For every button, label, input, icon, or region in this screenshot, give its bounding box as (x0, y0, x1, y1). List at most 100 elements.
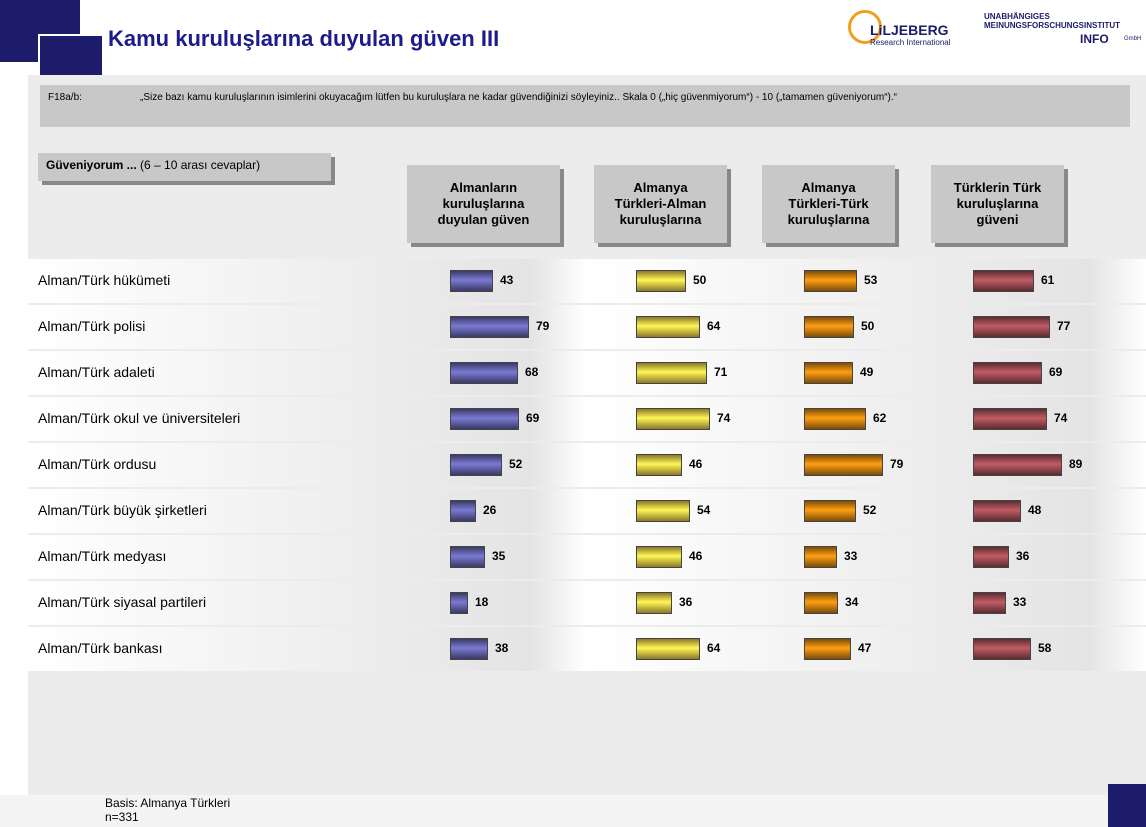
bar (636, 454, 682, 476)
bar (636, 362, 707, 384)
logo2-brand: INFO (1080, 32, 1109, 46)
bar (973, 500, 1021, 522)
bar (636, 316, 700, 338)
row-band (28, 443, 1146, 487)
value-label: 33 (1013, 595, 1027, 609)
bar (450, 408, 519, 430)
bar (636, 408, 710, 430)
row-band (28, 535, 1146, 579)
value-label: 79 (890, 457, 904, 471)
basis: Basis: Almanya Türkleri (105, 796, 231, 810)
bar (973, 638, 1031, 660)
bar (973, 362, 1042, 384)
category-label: Alman/Türk medyası (38, 548, 167, 564)
bar (636, 546, 682, 568)
category-label: Alman/Türk ordusu (38, 456, 157, 472)
bar (973, 546, 1009, 568)
value-label: 77 (1057, 319, 1071, 333)
value-label: 74 (717, 411, 731, 425)
subset-note: (6 – 10 arası cevaplar) (140, 158, 261, 172)
category-label: Alman/Türk siyasal partileri (38, 594, 207, 610)
bar (973, 270, 1034, 292)
value-label: 47 (858, 641, 872, 655)
value-label: 50 (861, 319, 875, 333)
value-label: 74 (1054, 411, 1068, 425)
category-label: Alman/Türk adaleti (38, 364, 155, 380)
column-header: Almanya Türkleri-Alman kuruluşlarına (594, 165, 727, 243)
value-label: 46 (689, 457, 703, 471)
value-label: 33 (844, 549, 858, 563)
bar (804, 638, 851, 660)
bar (973, 454, 1062, 476)
row-band (28, 259, 1146, 303)
bar (636, 500, 690, 522)
bar (450, 592, 468, 614)
bar (804, 546, 837, 568)
value-label: 46 (689, 549, 703, 563)
row-band (28, 489, 1146, 533)
logo2-line: MEINUNGSFORSCHUNGSINSTITUT (984, 21, 1120, 30)
value-label: 34 (845, 595, 859, 609)
row-band (28, 397, 1146, 441)
value-label: 35 (492, 549, 506, 563)
value-label: 36 (1016, 549, 1030, 563)
value-label: 79 (536, 319, 550, 333)
bar (636, 638, 700, 660)
value-label: 26 (483, 503, 497, 517)
logo2: UNABHÄNGIGES MEINUNGSFORSCHUNGSINSTITUT (984, 12, 1120, 30)
value-label: 52 (509, 457, 523, 471)
value-label: 69 (526, 411, 540, 425)
sample-size: n=331 (105, 810, 139, 824)
bar (804, 408, 866, 430)
value-label: 18 (475, 595, 489, 609)
value-label: 68 (525, 365, 539, 379)
value-label: 49 (860, 365, 874, 379)
logo-subtext: Research International (870, 38, 951, 47)
bar (973, 408, 1047, 430)
column-header: Türklerin Türk kuruluşlarına güveni (931, 165, 1064, 243)
row-band (28, 627, 1146, 671)
category-label: Alman/Türk okul ve üniversiteleri (38, 410, 241, 426)
logo2-suffix: GmbH (1124, 36, 1142, 42)
value-label: 38 (495, 641, 509, 655)
value-label: 64 (707, 641, 721, 655)
category-label: Alman/Türk polisi (38, 318, 146, 334)
subset-label: Güveniyorum ... (46, 158, 137, 172)
bar (804, 362, 853, 384)
value-label: 58 (1038, 641, 1052, 655)
row-band (28, 305, 1146, 349)
row-band (28, 351, 1146, 395)
value-label: 71 (714, 365, 728, 379)
subset-box: Güveniyorum ... (6 – 10 arası cevaplar) (38, 153, 331, 181)
value-label: 53 (864, 273, 878, 287)
bar (450, 270, 493, 292)
value-label: 61 (1041, 273, 1055, 287)
value-label: 62 (873, 411, 887, 425)
value-label: 36 (679, 595, 693, 609)
column-header: Almanların kuruluşlarına duyulan güven (407, 165, 560, 243)
category-label: Alman/Türk bankası (38, 640, 163, 656)
row-band (28, 581, 1146, 625)
value-label: 64 (707, 319, 721, 333)
bar (804, 316, 854, 338)
bar (450, 316, 529, 338)
bar (973, 592, 1006, 614)
value-label: 69 (1049, 365, 1063, 379)
question-box (40, 85, 1130, 127)
footer (0, 795, 1146, 827)
bar (804, 270, 857, 292)
value-label: 48 (1028, 503, 1042, 517)
footer-text: Basis: Almanya Türkleri n=331 (105, 796, 230, 824)
question-id: F18a/b: (48, 92, 82, 103)
bar (636, 592, 672, 614)
bar (804, 500, 856, 522)
category-label: Alman/Türk hükümeti (38, 272, 171, 288)
logo-text: LiLJEBERG (870, 22, 949, 38)
value-label: 52 (863, 503, 877, 517)
title: Kamu kuruluşlarına duyulan güven III (108, 26, 500, 51)
bar (450, 362, 518, 384)
bar (804, 454, 883, 476)
bar (450, 638, 488, 660)
logo-icon (848, 10, 882, 44)
bar (973, 316, 1050, 338)
